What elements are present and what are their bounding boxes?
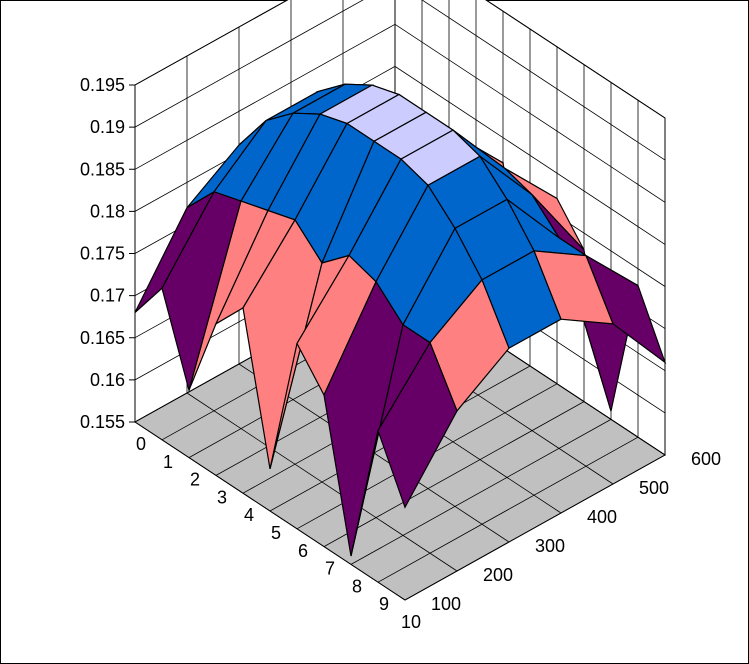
- axis-ticks: 0.155 0.16 0.165 0.17 0.175 0.18 0.185 0.19 0.19…: [80, 75, 721, 632]
- z-tick-label: 0.165: [80, 328, 125, 348]
- z-gridline: [134, 0, 666, 119]
- x-tick-label: 8: [352, 576, 362, 596]
- z-tick-label: 0.155: [80, 412, 125, 432]
- x-tick-label: 10: [401, 612, 421, 632]
- x-tick-label: 3: [217, 487, 227, 507]
- floor-gridline: [186, 392, 458, 572]
- z-tick-label: 0.16: [90, 370, 125, 390]
- y-tick-label: 600: [691, 449, 721, 469]
- x-tick-label: 2: [190, 470, 200, 490]
- z-tick-label: 0.18: [90, 201, 125, 221]
- x-tick-label: 0: [136, 434, 146, 454]
- y-tick-label: 200: [483, 565, 513, 585]
- z-tick-label: 0.17: [90, 286, 125, 306]
- x-tick-label: 4: [244, 505, 254, 525]
- z-tick-label: 0.19: [90, 117, 125, 137]
- z-tick-label: 0.195: [80, 75, 125, 95]
- floor-gridline: [134, 421, 406, 601]
- floor-gridline: [377, 436, 639, 583]
- z-tick-label: 0.185: [80, 159, 125, 179]
- x-tick-label: 7: [325, 559, 335, 579]
- floor-gridline: [323, 401, 585, 547]
- z-tick-label: 0.175: [80, 244, 125, 264]
- y-tick-label: 500: [639, 478, 669, 498]
- y-tick-label: 300: [535, 536, 565, 556]
- x-tick-label: 9: [379, 594, 389, 614]
- x-tick-label: 5: [271, 523, 281, 543]
- x-tick-label: 1: [163, 452, 173, 472]
- surface-mesh: [134, 83, 667, 557]
- floor-gridline: [350, 419, 612, 565]
- z-gridline: [134, 0, 666, 161]
- surface-cell: [377, 341, 458, 509]
- y-tick-label: 100: [431, 594, 461, 614]
- floor-gridline: [404, 454, 666, 601]
- x-tick-label: 6: [298, 541, 308, 561]
- y-tick-label: 400: [587, 507, 617, 527]
